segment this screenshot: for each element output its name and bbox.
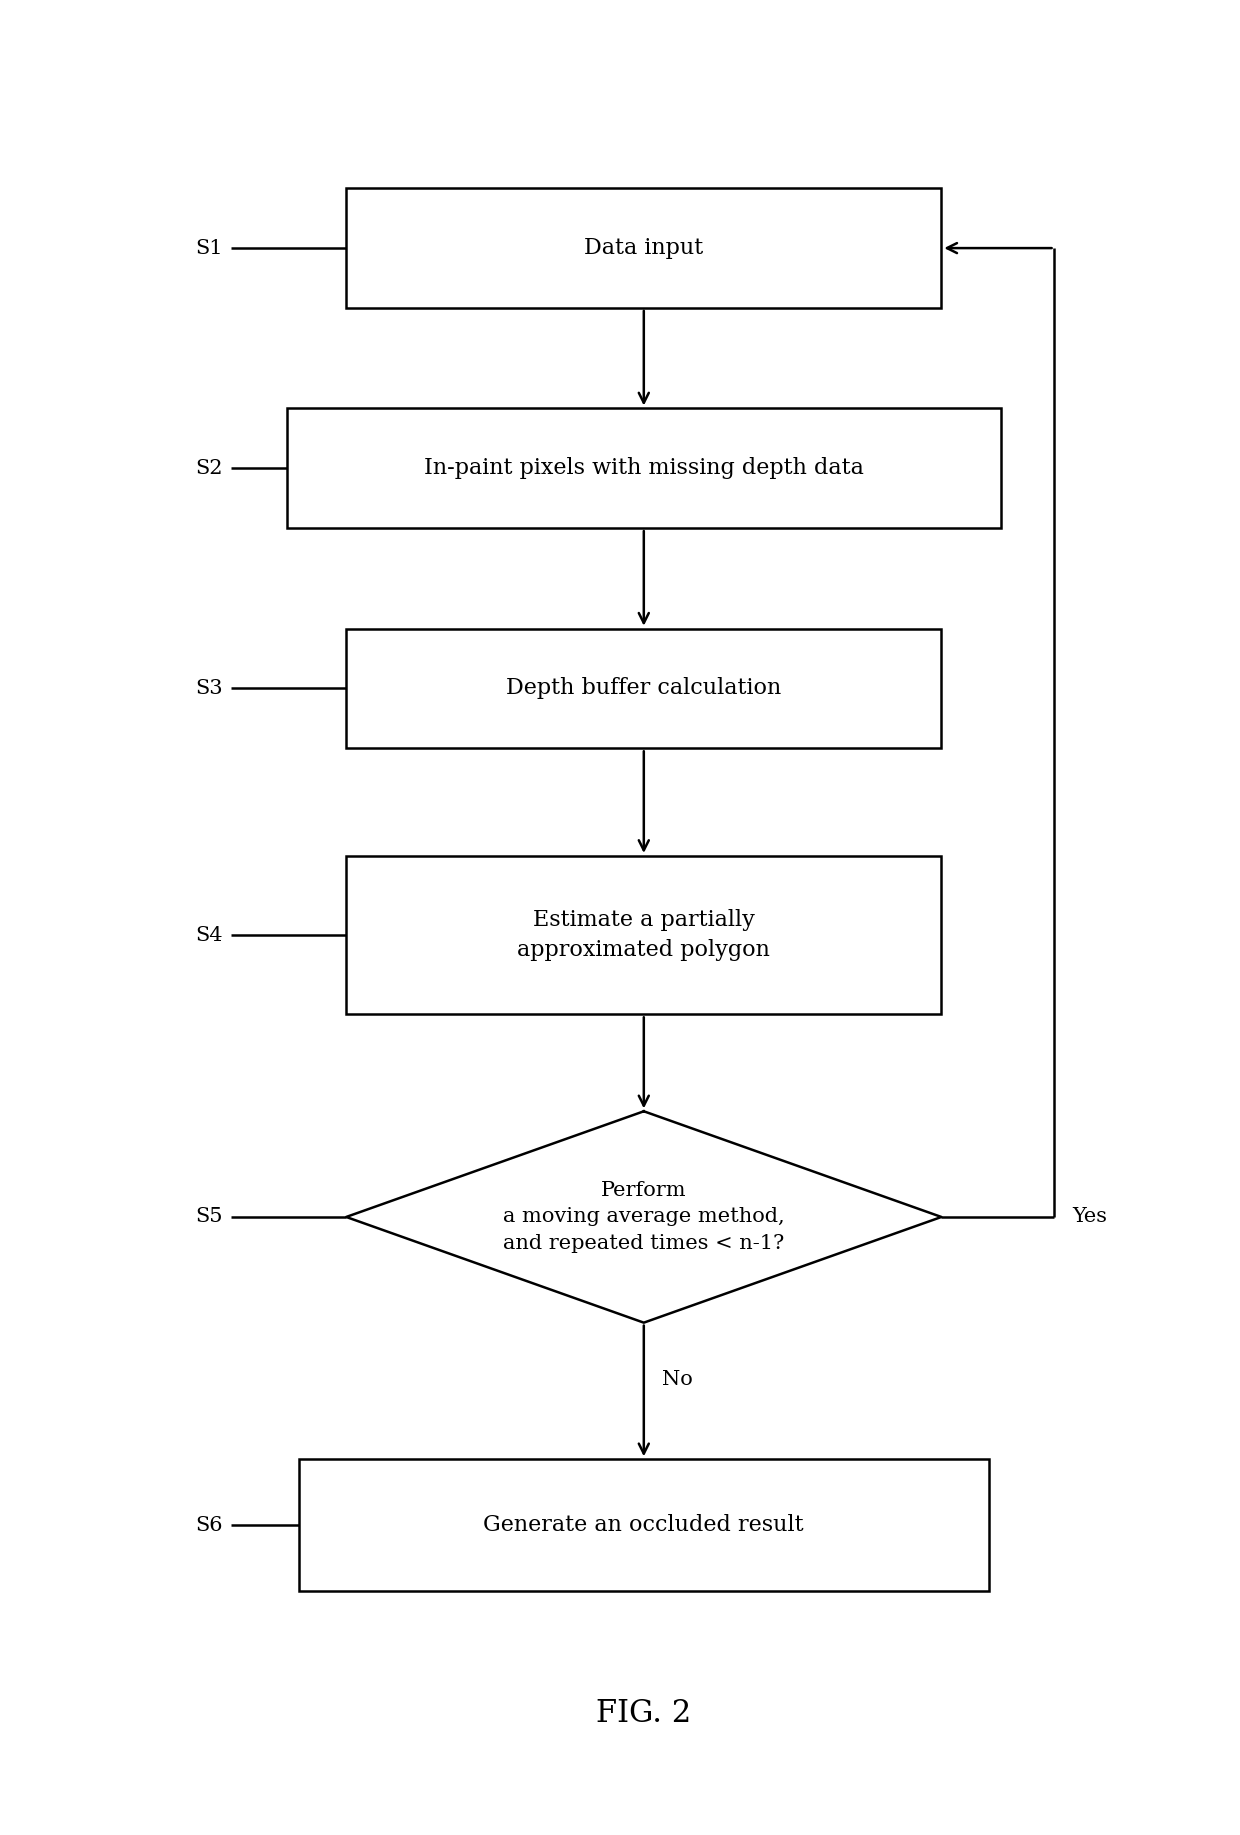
Text: Depth buffer calculation: Depth buffer calculation bbox=[506, 677, 781, 699]
Bar bbox=[286, 409, 1001, 528]
Text: Data input: Data input bbox=[584, 237, 703, 259]
Text: In-paint pixels with missing depth data: In-paint pixels with missing depth data bbox=[424, 457, 864, 479]
Text: S1: S1 bbox=[196, 239, 223, 257]
Text: S3: S3 bbox=[196, 679, 223, 697]
Text: S5: S5 bbox=[196, 1207, 223, 1226]
Polygon shape bbox=[346, 1112, 941, 1323]
Text: No: No bbox=[662, 1369, 692, 1389]
Text: Perform
a moving average method,
and repeated times < n-1?: Perform a moving average method, and rep… bbox=[503, 1182, 785, 1253]
Text: Estimate a partially
approximated polygon: Estimate a partially approximated polygo… bbox=[517, 908, 770, 962]
Text: S6: S6 bbox=[196, 1516, 223, 1534]
Text: S4: S4 bbox=[196, 925, 223, 945]
Text: Yes: Yes bbox=[1073, 1207, 1107, 1226]
Bar bbox=[346, 189, 941, 308]
Bar bbox=[299, 1459, 990, 1591]
Bar bbox=[346, 855, 941, 1015]
Text: S2: S2 bbox=[196, 459, 223, 477]
Text: FIG. 2: FIG. 2 bbox=[596, 1697, 692, 1729]
Bar bbox=[346, 629, 941, 749]
Text: Generate an occluded result: Generate an occluded result bbox=[484, 1514, 804, 1536]
